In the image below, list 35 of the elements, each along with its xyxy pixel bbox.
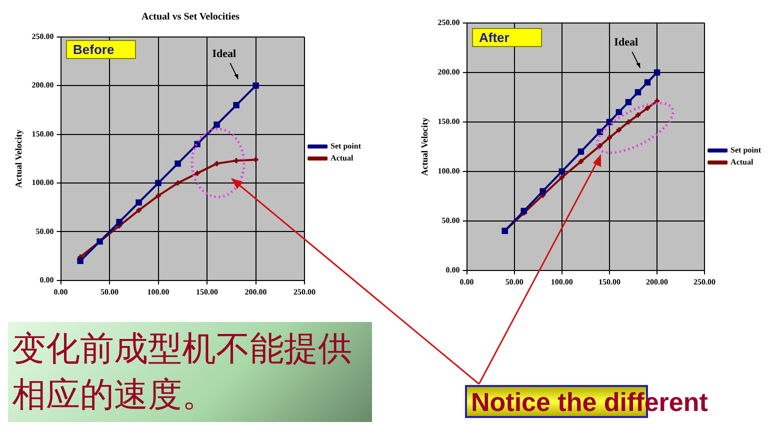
x-tick-label: 200.00 bbox=[646, 277, 668, 286]
y-tick-label: 100.00 bbox=[32, 178, 54, 188]
y-axis-title: Actual Velocity bbox=[420, 117, 430, 176]
y-axis-title: Actual Velocity bbox=[14, 129, 24, 188]
x-tick-label: 250.00 bbox=[294, 287, 316, 296]
x-tick-label: 150.00 bbox=[196, 287, 218, 296]
y-tick-label: 250.00 bbox=[32, 32, 54, 42]
x-tick-label: 0.00 bbox=[54, 287, 68, 296]
x-tick-label: 50.00 bbox=[505, 277, 524, 286]
y-tick-label: 50.00 bbox=[442, 216, 460, 225]
x-tick-label: 200.00 bbox=[244, 287, 267, 296]
legend-label: Set point bbox=[730, 146, 762, 155]
annotation: Ideal bbox=[614, 36, 638, 49]
y-tick-label: 50.00 bbox=[36, 226, 54, 236]
legend-label: Actual bbox=[730, 158, 754, 167]
x-tick-label: 50.00 bbox=[100, 287, 119, 296]
y-tick-label: 200.00 bbox=[32, 80, 54, 90]
legend-label: Set point bbox=[330, 142, 362, 151]
text: 变化前成型机不能提供相应的速度。 bbox=[8, 322, 372, 422]
x-tick-label: 0.00 bbox=[460, 277, 474, 286]
y-tick-label: 200.00 bbox=[438, 68, 460, 77]
y-tick-label: 0.00 bbox=[446, 265, 460, 274]
x-tick-label: 250.00 bbox=[694, 277, 716, 286]
y-tick-label: 100.00 bbox=[438, 166, 460, 176]
x-tick-label: 100.00 bbox=[550, 277, 573, 286]
x-tick-label: 150.00 bbox=[598, 277, 620, 286]
x-tick-label: 100.00 bbox=[147, 287, 170, 296]
y-tick-label: 150.00 bbox=[32, 129, 54, 138]
annotation: Ideal bbox=[212, 48, 236, 60]
legend-label: Actual bbox=[330, 154, 354, 163]
y-tick-label: 250.00 bbox=[438, 18, 460, 28]
annotation: After bbox=[472, 28, 542, 47]
chart-title: Actual vs Set Velocities bbox=[141, 12, 240, 23]
y-tick-label: 150.00 bbox=[438, 117, 460, 126]
annotation: Before bbox=[66, 40, 136, 59]
